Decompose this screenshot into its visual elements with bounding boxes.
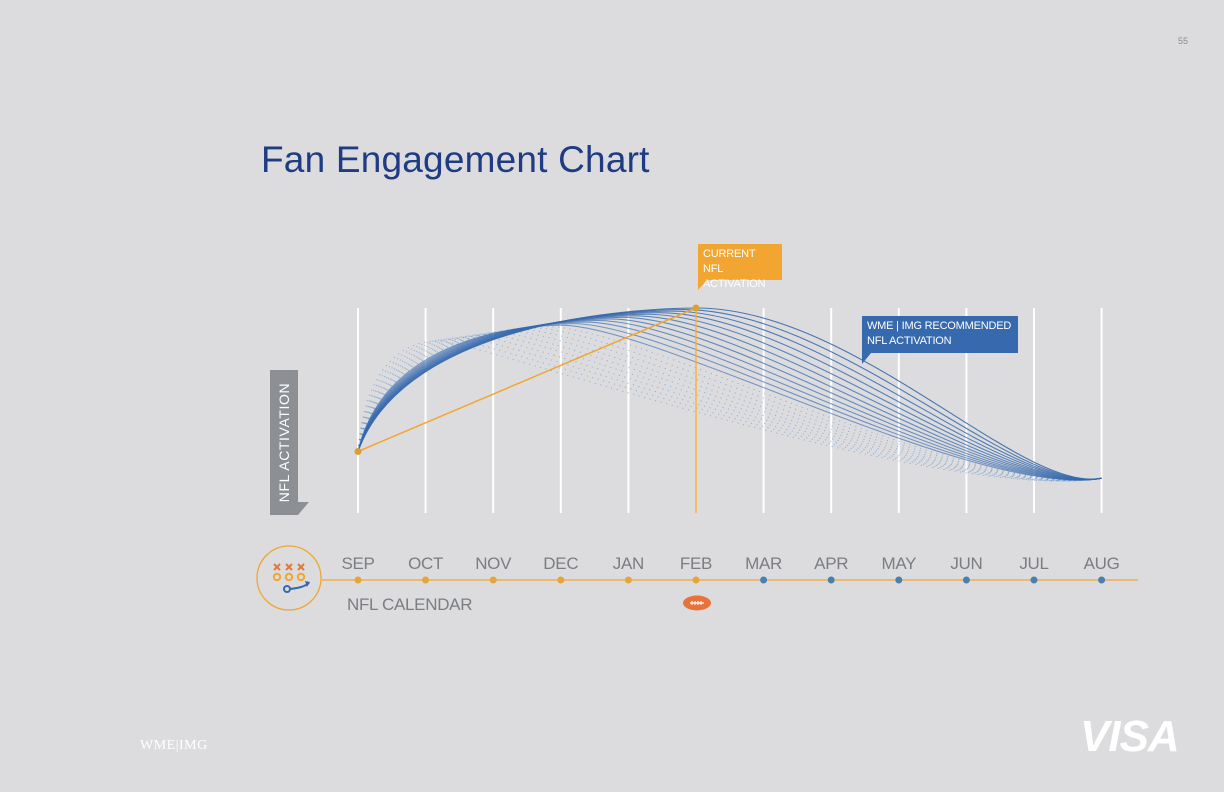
recommended-activation-callout: WME | IMG RECOMMENDED NFL ACTIVATION [862,316,1018,364]
page-number: 55 [1177,36,1188,46]
engagement-curve-11 [357,324,1102,481]
month-label-aug: AUG [1083,554,1120,573]
current-callout-line2: ACTIVATION [703,278,766,290]
month-markers [354,576,1106,584]
recommended-callout-line1: WME | IMG RECOMMENDED [867,320,1012,332]
month-label-jun: JUN [950,554,983,573]
engagement-curve-18 [357,313,1102,481]
month-label-apr: APR [814,554,849,573]
month-label-oct: OCT [408,554,444,573]
month-label-feb: FEB [679,554,713,573]
activation-peak-point [692,304,700,312]
month-label-nov: NOV [475,554,512,573]
month-dot-apr [827,576,835,584]
month-label-mar: MAR [745,554,783,573]
month-dot-jan [624,576,632,584]
month-label-dec: DEC [543,554,579,573]
month-label-may: MAY [881,554,917,573]
month-dot-mar [760,576,768,584]
month-dot-nov [489,576,497,584]
wme-img-logo: WME|IMG [140,738,208,753]
playbook-icon [256,545,322,611]
engagement-curve-17 [357,315,1102,481]
engagement-curve-10 [357,326,1102,481]
engagement-curve-15 [357,318,1102,481]
month-dot-feb [692,576,700,584]
current-activation-line [357,307,697,453]
month-dot-may [895,576,903,584]
month-label-sep: SEP [341,554,375,573]
month-label-jan: JAN [612,554,645,573]
current-callout-line1: CURRENT NFL [703,248,756,275]
page-title: Fan Engagement Chart [261,139,650,180]
activation-start-point [354,448,362,455]
engagement-curve-13 [357,321,1102,481]
visa-logo: VISA [1080,712,1180,761]
month-dot-oct [422,576,430,584]
month-dot-aug [1098,576,1106,584]
engagement-curve-12 [357,323,1102,481]
engagement-curve-7 [357,330,1102,481]
y-axis-label: NFL ACTIVATION [276,382,292,503]
y-axis-label-box: NFL ACTIVATION [270,370,309,515]
engagement-curve-6 [357,332,1102,482]
month-dot-jun [962,576,970,584]
engagement-curve-21 [357,309,1102,480]
x-axis-label: NFL CALENDAR [347,595,473,614]
engagement-curve-20 [357,310,1102,480]
current-activation-callout: CURRENT NFL ACTIVATION [698,244,782,290]
engagement-curve-16 [357,316,1102,481]
month-dot-dec [557,576,565,584]
recommended-callout-line2: NFL ACTIVATION [867,335,952,347]
engagement-curve-4 [357,335,1102,482]
month-label-jul: JUL [1019,554,1049,573]
month-dot-sep [354,576,362,584]
month-dot-jul [1030,576,1038,584]
engagement-curve-8 [357,329,1102,481]
engagement-curve-14 [357,319,1102,481]
engagement-curve-19 [357,312,1102,480]
football-icon [683,595,711,611]
